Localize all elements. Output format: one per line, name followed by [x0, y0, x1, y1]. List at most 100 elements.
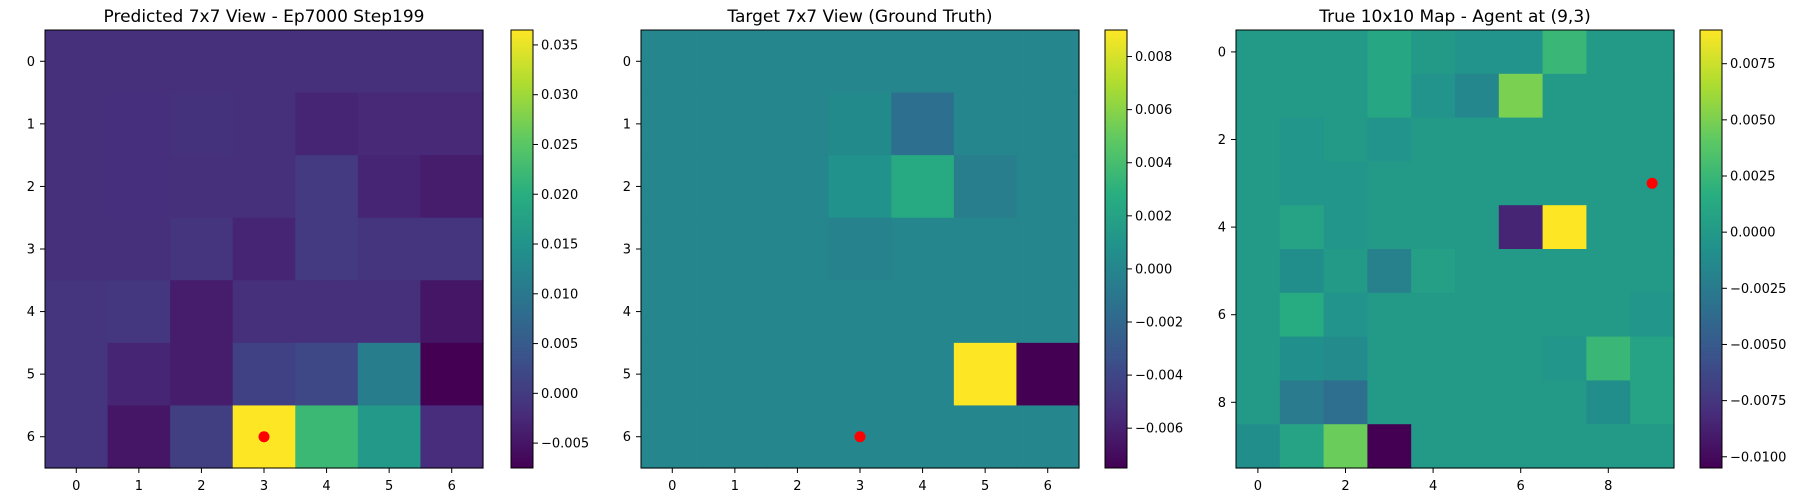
- y-tick-label: 0: [1218, 45, 1226, 60]
- heatmap-cell: [1498, 205, 1544, 250]
- heatmap-cell: [1367, 161, 1412, 206]
- heatmap-cell: [1279, 117, 1325, 162]
- heatmap-cell: [766, 92, 830, 156]
- heatmap-cell: [1236, 161, 1281, 206]
- heatmap-cell: [1323, 73, 1368, 119]
- heatmap-cell: [1455, 424, 1500, 469]
- agent-marker: [258, 431, 270, 443]
- heatmap-cell: [1542, 424, 1587, 469]
- heatmap-cell: [1236, 292, 1281, 338]
- heatmap-cell: [1367, 30, 1412, 75]
- heatmap-cell: [703, 280, 767, 344]
- heatmap-cell: [953, 342, 1018, 407]
- heatmap-cell: [828, 342, 892, 407]
- heatmap-cell: [1367, 380, 1412, 425]
- x-tick-label: 5: [981, 479, 989, 494]
- heatmap-cell: [1455, 292, 1500, 338]
- heatmap-cell: [641, 30, 705, 94]
- heatmap-cell: [357, 155, 422, 219]
- heatmap-cell: [232, 92, 296, 156]
- heatmap-cell: [1542, 73, 1587, 119]
- heatmap-cell: [1016, 92, 1080, 156]
- x-tick-label: 0: [668, 479, 676, 494]
- heatmap-cell: [170, 342, 234, 407]
- x-axis-ticks: 0 2 4 6 8: [1254, 468, 1612, 494]
- colorbar-tick-label: 0.0000: [1730, 226, 1776, 241]
- y-tick-label: 6: [1218, 308, 1226, 323]
- heatmap-cell: [232, 342, 296, 407]
- heatmap-cell: [1279, 161, 1325, 206]
- heatmap-cell: [420, 30, 484, 94]
- heatmap-cell: [1498, 380, 1544, 425]
- heatmap-cell: [107, 155, 171, 219]
- heatmap-cell: [953, 217, 1018, 281]
- y-tick-label: 1: [623, 117, 631, 132]
- colorbar-tick-label: 0.0075: [1730, 57, 1776, 72]
- x-tick-label: 2: [1341, 479, 1349, 494]
- heatmap-cell: [1279, 380, 1325, 425]
- heatmap-cell: [891, 405, 955, 469]
- heatmap-cell: [420, 217, 484, 281]
- heatmap-cell: [891, 155, 955, 219]
- heatmap-cell: [1279, 336, 1325, 381]
- heatmap-cell: [1236, 205, 1281, 250]
- heatmap-cell: [1498, 424, 1544, 469]
- heatmap-cell: [1016, 280, 1080, 344]
- colorbar-tick-label: 0.020: [541, 188, 578, 203]
- heatmap-cell: [641, 405, 705, 469]
- heatmap-cell: [420, 342, 484, 407]
- heatmap-cell: [1411, 117, 1456, 162]
- x-tick-label: 2: [793, 479, 801, 494]
- heatmap-cell: [1279, 249, 1325, 294]
- heatmap-cells: [641, 30, 1080, 469]
- colorbar-tick-label: 0.0025: [1730, 170, 1776, 185]
- heatmap-cell: [1323, 30, 1368, 75]
- x-tick-label: 6: [1517, 479, 1525, 494]
- colorbar-tick-label: 0.015: [541, 238, 578, 253]
- y-tick-label: 3: [27, 243, 35, 258]
- heatmap-cell: [170, 217, 234, 281]
- heatmap-cell: [1367, 205, 1412, 250]
- heatmap-cell: [295, 280, 359, 344]
- heatmap-cell: [1586, 117, 1631, 162]
- panel-target: Target 7x7 View (Ground Truth) 0 1 2 3 4 5 6 0…: [623, 7, 1183, 494]
- heatmap-cell: [1236, 380, 1281, 425]
- heatmap-cell: [295, 405, 359, 469]
- heatmap-cell: [295, 342, 359, 407]
- heatmap-cell: [1542, 249, 1587, 294]
- heatmap-cell: [891, 342, 955, 407]
- heatmap-cell: [357, 405, 422, 469]
- heatmap-cell: [1411, 380, 1456, 425]
- heatmap-cell: [1411, 161, 1456, 206]
- x-tick-label: 1: [135, 479, 143, 494]
- heatmap-cell: [1498, 161, 1544, 206]
- colorbar: [510, 29, 534, 469]
- heatmap-cell: [891, 92, 955, 156]
- heatmap-cell: [45, 217, 109, 281]
- colorbar-tick-label: 0.002: [1135, 209, 1172, 224]
- heatmap-cell: [295, 30, 359, 94]
- heatmap-cell: [641, 92, 705, 156]
- agent-marker: [854, 431, 866, 443]
- heatmap-cell: [1630, 292, 1675, 338]
- colorbar-tick-label: −0.0075: [1730, 394, 1786, 409]
- heatmap-cell: [1455, 249, 1500, 294]
- heatmap-cell: [1367, 292, 1412, 338]
- heatmap-cell: [1016, 155, 1080, 219]
- x-tick-label: 1: [731, 479, 739, 494]
- heatmap-cell: [357, 92, 422, 156]
- colorbar-tick-label: 0.025: [541, 138, 578, 153]
- heatmap-cell: [1498, 73, 1544, 119]
- heatmap-cell: [1279, 424, 1325, 469]
- colorbar-tick-label: 0.035: [541, 38, 578, 53]
- heatmap-cell: [1586, 380, 1631, 425]
- colorbar-tick-label: −0.0050: [1730, 338, 1786, 353]
- colorbar-tick-label: 0.004: [1135, 156, 1172, 171]
- heatmap-cell: [1323, 292, 1368, 338]
- heatmap-cell: [1586, 161, 1631, 206]
- heatmap-cell: [1455, 336, 1500, 381]
- heatmap-cell: [953, 280, 1018, 344]
- heatmap-cell: [766, 155, 830, 219]
- heatmap-cell: [1542, 380, 1587, 425]
- x-tick-label: 6: [448, 479, 456, 494]
